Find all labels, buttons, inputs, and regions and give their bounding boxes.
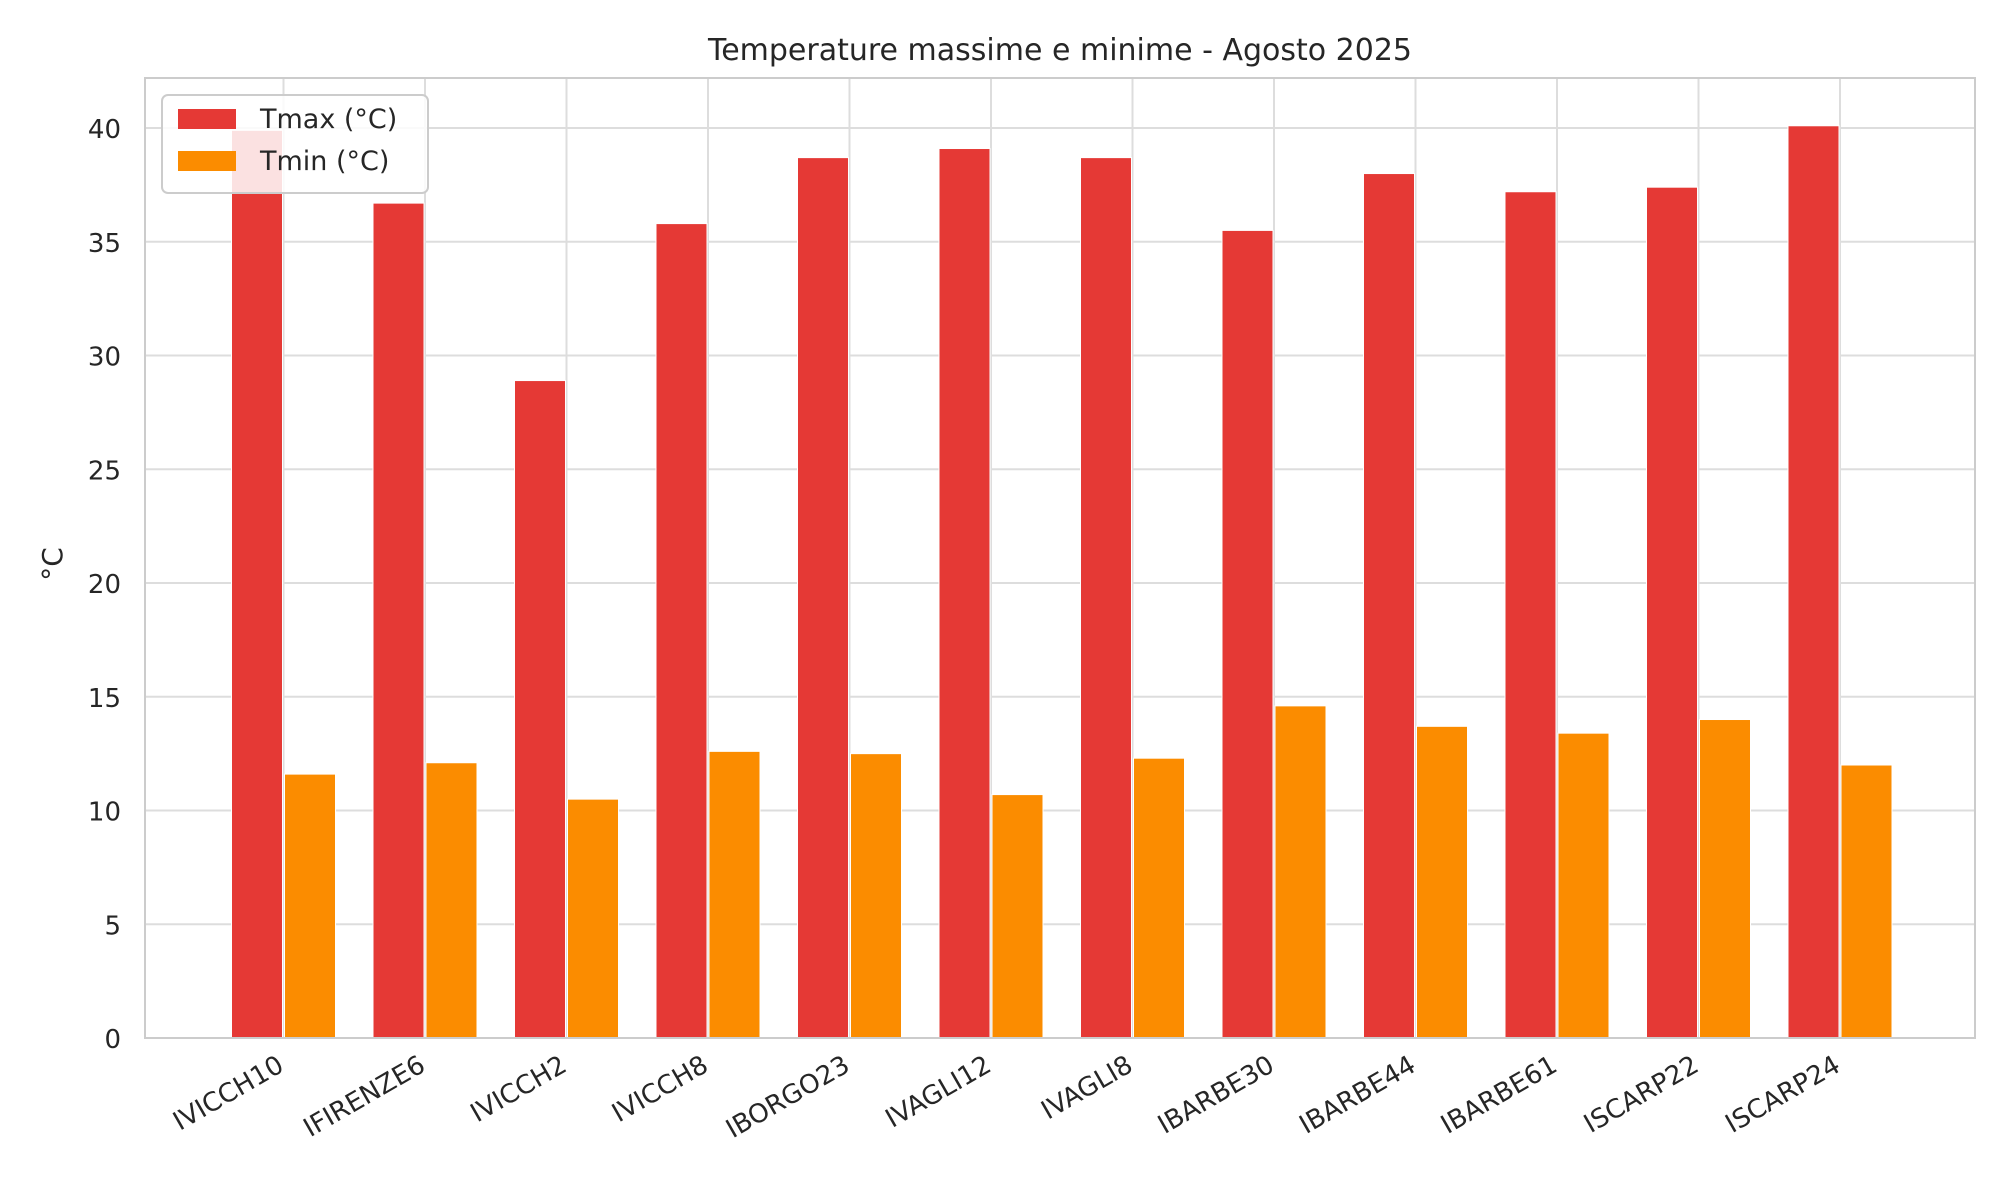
y-tick-label: 0 [104,1025,121,1055]
bar-tmax-ivicch2 [514,380,566,1039]
y-tick-label: 25 [88,456,121,486]
legend-swatch [178,109,236,129]
y-tick-labels: 0 5 10 15 20 25 30 35 40 [88,115,121,1055]
y-tick-label: 20 [88,570,121,600]
bar-layer [231,125,1893,1039]
legend-swatch [178,151,236,171]
y-axis-label: °C [36,547,69,581]
bar-tmax-ivicch10 [231,129,283,1039]
legend-label: Tmax (°C) [259,104,397,135]
bar-tmin-ivicch8 [708,750,761,1039]
bar-tmax-ivagli12 [938,148,991,1039]
y-tick-label: 35 [88,229,121,259]
chart-title: Temperature massime e minime - Agosto 20… [707,33,1412,68]
bar-tmin-iscarp24 [1840,764,1893,1039]
bar-tmin-ivagli12 [991,794,1044,1039]
y-tick-label: 15 [88,684,121,714]
y-tick-label: 5 [104,911,121,941]
y-tick-label: 10 [88,798,121,828]
bar-tmin-ivicch10 [284,773,336,1039]
bar-tmin-ibarbe30 [1274,705,1327,1039]
plot-frame [144,77,1976,1039]
legend: Tmax (°C) Tmin (°C) [161,94,429,194]
bar-tmin-iscarp22 [1699,719,1751,1039]
bar-tmax-ivicch8 [655,223,708,1039]
bar-tmax-ivagli8 [1080,157,1132,1039]
bar-tmin-ivicch2 [567,798,619,1039]
bar-tmax-iscarp22 [1646,186,1698,1039]
y-tick-label: 40 [88,115,121,145]
bar-tmax-iborgo23 [797,157,849,1039]
legend-label: Tmin (°C) [259,146,389,177]
bar-tmin-ibarbe44 [1416,725,1468,1039]
y-tick-label: 30 [88,343,121,373]
bar-tmax-ibarbe30 [1221,229,1274,1039]
bar-tmax-iscarp24 [1787,125,1840,1039]
bar-tmin-ibarbe61 [1557,732,1610,1039]
bar-tmin-iborgo23 [850,753,902,1039]
bar-tmin-ifirenze6 [425,762,478,1039]
bar-tmax-ifirenze6 [372,202,425,1039]
bar-tmax-ibarbe61 [1504,191,1557,1039]
bar-tmax-ibarbe44 [1363,173,1415,1039]
bar-tmin-ivagli8 [1133,757,1185,1039]
